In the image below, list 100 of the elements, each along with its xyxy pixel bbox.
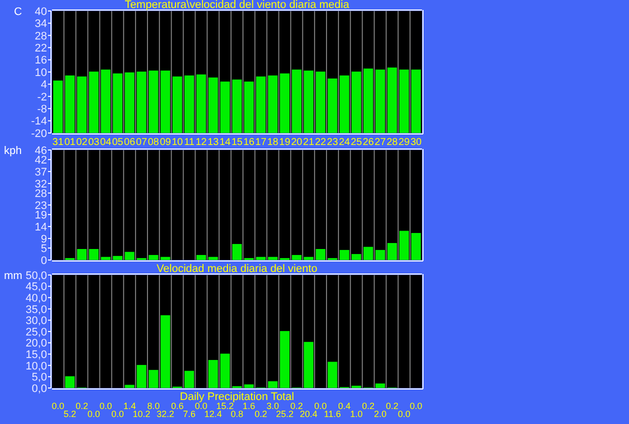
x-tick-label: 07: [136, 137, 148, 148]
bar: [100, 256, 110, 260]
x-tick-label: 04: [100, 137, 112, 148]
y-tick-label: 5: [40, 242, 47, 255]
y-axis-title: mm: [4, 270, 22, 282]
x-tick-label: 18: [267, 137, 279, 148]
bar: [160, 70, 170, 133]
bar: [292, 254, 302, 260]
data-label: 5.2: [64, 409, 76, 419]
data-label: 8.0: [147, 401, 160, 411]
y-tick-label: 14: [34, 221, 47, 234]
bar: [244, 384, 254, 388]
data-label: 0.2: [254, 409, 268, 419]
bar: [124, 252, 134, 260]
y-tick-label: 45,0: [26, 281, 47, 294]
bar: [280, 331, 290, 388]
bar: [232, 80, 242, 133]
x-tick-label: 06: [124, 137, 136, 148]
bar: [160, 256, 170, 260]
x-tick-label: 20: [291, 137, 303, 148]
bar: [53, 80, 63, 133]
bar: [77, 76, 87, 133]
data-label: 0.2: [290, 401, 303, 411]
y-tick-label: 25,0: [26, 326, 47, 338]
bar: [208, 256, 218, 260]
bar: [387, 68, 397, 133]
data-label: 0.0: [314, 401, 327, 411]
x-tick-label: 31: [52, 137, 64, 148]
bar: [340, 250, 350, 260]
y-tick-label: 9: [40, 233, 47, 246]
y-tick-label: 10,0: [26, 360, 47, 372]
x-tick-label: 12: [196, 137, 208, 148]
data-label: 7.6: [183, 409, 196, 419]
bar: [196, 254, 206, 260]
x-tick-label: 19: [279, 137, 291, 148]
y-tick-label: 37: [34, 166, 47, 178]
bar: [399, 230, 409, 260]
x-tick-label: 02: [76, 137, 88, 148]
y-tick-label: 40,0: [26, 292, 47, 304]
data-label: 0.2: [76, 401, 88, 411]
bar: [172, 76, 182, 133]
bar: [304, 342, 314, 388]
x-tick-label: 01: [64, 137, 76, 148]
bar: [148, 70, 158, 133]
bar: [124, 72, 134, 133]
y-tick-label: -20: [31, 128, 47, 140]
x-tick-label: 11: [184, 137, 195, 148]
y-tick-label: -2: [37, 91, 47, 104]
data-label: 11.6: [324, 409, 341, 419]
bar: [124, 384, 134, 388]
bar: [268, 381, 278, 388]
y-axis-title: C: [14, 6, 22, 18]
bar: [268, 256, 278, 260]
bar: [328, 78, 338, 133]
bar: [112, 256, 122, 260]
x-tick-label: 15: [231, 137, 243, 148]
chart-title: Velocidad media diaria del viento: [156, 263, 318, 275]
data-label: 0.8: [230, 409, 244, 419]
bar: [375, 70, 385, 133]
data-label: 0.2: [386, 401, 398, 411]
bar: [375, 383, 385, 388]
bar: [148, 370, 158, 388]
bar: [65, 75, 75, 133]
y-axis-title: kph: [4, 144, 22, 157]
x-tick-label: 05: [112, 137, 124, 148]
y-tick-label: 0: [40, 254, 47, 267]
y-tick-label: 50,0: [26, 270, 47, 282]
bar: [196, 74, 206, 133]
y-tick-label: -14: [31, 116, 47, 128]
data-label: 0.0: [99, 401, 112, 411]
bar: [184, 370, 194, 388]
data-label: 15.2: [216, 401, 234, 411]
y-tick-label: 42: [34, 154, 47, 166]
bar: [136, 72, 146, 133]
x-tick-label: 30: [410, 137, 422, 148]
y-tick-label: 35,0: [26, 304, 47, 316]
bar: [232, 244, 242, 260]
y-tick-label: 15,0: [26, 348, 47, 361]
bar: [136, 364, 146, 388]
x-tick-label: 23: [326, 137, 338, 148]
y-tick-label: 0,0: [32, 382, 47, 395]
bar: [399, 70, 409, 133]
y-tick-label: 20,0: [26, 338, 47, 350]
y-tick-label: -8: [37, 103, 47, 116]
y-tick-label: 32: [34, 178, 47, 190]
data-label: 1.0: [350, 409, 363, 419]
bar: [208, 360, 218, 388]
data-label: 3.0: [266, 401, 280, 411]
x-tick-label: 27: [374, 137, 386, 148]
x-axis-title: Daily Precipitation Total: [180, 391, 294, 403]
data-label: 2.0: [374, 409, 386, 419]
data-label: 0.6: [171, 401, 184, 411]
bar: [65, 376, 75, 388]
x-tick-label: 29: [398, 137, 410, 148]
bar: [411, 232, 421, 260]
x-tick-label: 25: [350, 137, 362, 148]
data-label: 20.4: [300, 409, 318, 419]
data-label: 10.2: [132, 409, 150, 419]
chart-title: Temperatura\velocidad del viento diaria media: [124, 0, 350, 11]
x-tick-label: 26: [362, 137, 374, 148]
